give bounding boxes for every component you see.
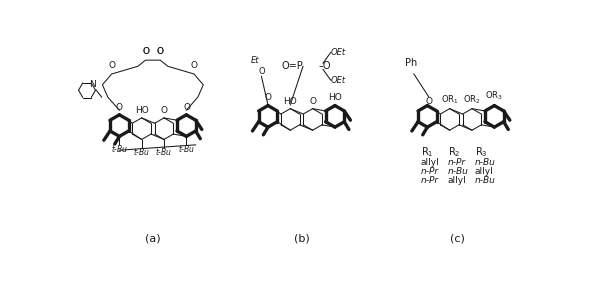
Text: (a): (a)	[145, 233, 161, 243]
Text: O: O	[184, 103, 191, 112]
Text: $t$-Bu: $t$-Bu	[155, 146, 173, 157]
Text: $t$-Bu: $t$-Bu	[178, 143, 195, 154]
Text: allyl: allyl	[421, 158, 440, 167]
Text: OEt: OEt	[331, 76, 346, 85]
Text: O: O	[264, 93, 272, 102]
Text: –O: –O	[318, 61, 331, 71]
Text: n-Pr: n-Pr	[447, 158, 466, 167]
Text: n-Pr: n-Pr	[421, 167, 439, 176]
Text: O: O	[157, 47, 164, 56]
Text: O: O	[309, 97, 316, 106]
Text: allyl: allyl	[474, 167, 493, 176]
Text: n-Bu: n-Bu	[447, 167, 468, 176]
Text: OR$_1$: OR$_1$	[441, 93, 459, 106]
Text: O: O	[157, 46, 164, 55]
Text: (b): (b)	[294, 233, 310, 243]
Text: $t$-Bu: $t$-Bu	[133, 146, 150, 157]
Text: O: O	[161, 106, 167, 115]
Text: OR$_2$: OR$_2$	[463, 93, 481, 106]
Text: O: O	[142, 46, 149, 55]
Text: n-Bu: n-Bu	[474, 176, 495, 185]
Text: O: O	[108, 61, 115, 70]
Text: n-Pr: n-Pr	[421, 176, 439, 185]
Text: OEt: OEt	[331, 48, 346, 57]
Text: O: O	[425, 97, 432, 106]
Text: N: N	[89, 80, 96, 89]
Text: R$_1$: R$_1$	[421, 146, 433, 159]
Text: R$_3$: R$_3$	[474, 146, 487, 159]
Text: Et: Et	[251, 56, 259, 65]
Text: HO: HO	[283, 97, 297, 106]
Text: HO: HO	[135, 106, 148, 115]
Text: O: O	[115, 103, 122, 112]
Text: HO: HO	[328, 93, 342, 102]
Text: Ph: Ph	[405, 58, 417, 68]
Text: n-Bu: n-Bu	[474, 158, 495, 167]
Text: (c): (c)	[449, 233, 465, 243]
Text: allyl: allyl	[447, 176, 466, 185]
Text: $t$-Bu: $t$-Bu	[110, 143, 128, 154]
Text: O: O	[258, 67, 265, 76]
Text: O: O	[191, 61, 197, 70]
Text: O=P: O=P	[281, 61, 303, 71]
Text: OR$_3$: OR$_3$	[485, 90, 503, 102]
Text: O: O	[142, 47, 149, 56]
Text: R$_2$: R$_2$	[447, 146, 460, 159]
